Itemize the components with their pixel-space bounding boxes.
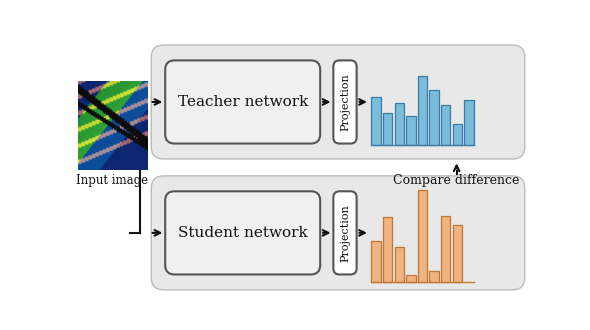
Bar [441,105,450,145]
Bar [453,225,462,282]
Bar [441,215,450,282]
Bar [418,190,427,282]
Text: Input image: Input image [77,174,149,186]
FancyBboxPatch shape [151,45,525,159]
Bar [418,76,427,145]
Bar [464,100,474,145]
Bar [395,103,404,145]
FancyBboxPatch shape [165,191,320,275]
Text: Projection: Projection [340,73,350,131]
FancyBboxPatch shape [165,60,320,144]
Bar [407,275,415,282]
Text: Compare difference: Compare difference [394,174,520,186]
Bar [430,90,439,145]
Text: Teacher network: Teacher network [178,95,308,109]
Bar [453,123,462,145]
Text: Projection: Projection [340,204,350,262]
Bar [371,241,381,282]
FancyBboxPatch shape [333,191,356,275]
Bar [430,271,439,282]
Bar [383,217,392,282]
Text: Student network: Student network [178,226,307,240]
FancyBboxPatch shape [333,60,356,144]
Bar [407,116,415,145]
Bar [395,247,404,282]
Bar [383,113,392,145]
FancyBboxPatch shape [151,176,525,290]
Bar [371,97,381,145]
